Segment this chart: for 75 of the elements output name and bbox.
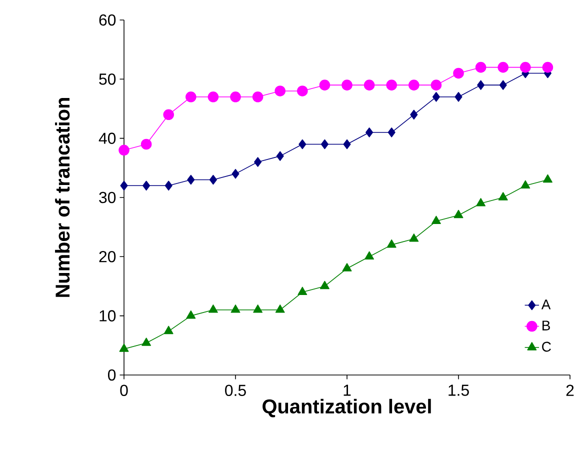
point (209, 174, 217, 185)
y-tick-label: 0 (108, 369, 116, 381)
point (320, 139, 328, 150)
point (342, 80, 352, 90)
point (320, 280, 330, 290)
point (140, 138, 152, 150)
point (476, 198, 486, 206)
point (163, 109, 174, 120)
y-tick-label: 30 (99, 192, 116, 204)
point (208, 304, 218, 313)
point (386, 80, 398, 90)
point (520, 62, 531, 73)
point (120, 180, 128, 191)
point (142, 338, 152, 346)
point (319, 80, 330, 90)
point (276, 151, 284, 161)
x-tick-label: 1.5 (448, 384, 469, 396)
point (475, 62, 486, 73)
point (186, 310, 196, 319)
point (542, 174, 552, 183)
point (275, 304, 285, 313)
point (230, 304, 240, 313)
legend-label: C (542, 342, 551, 352)
x-tick-label: 0 (120, 384, 128, 396)
point (298, 286, 308, 296)
point (364, 80, 375, 90)
point (366, 128, 374, 138)
point (432, 92, 440, 102)
point (388, 128, 396, 138)
point (298, 139, 306, 150)
point (164, 326, 174, 334)
point (187, 174, 195, 185)
legend-label: A (541, 300, 551, 310)
x-tick-label: 1 (344, 384, 351, 396)
point (252, 92, 264, 102)
point (253, 304, 263, 313)
x-tick-label: 0.5 (225, 384, 246, 396)
y-axis-title: Number of trancation (55, 98, 70, 297)
point (520, 180, 530, 189)
point (431, 216, 441, 224)
point (343, 139, 351, 150)
point (410, 110, 418, 120)
point (297, 86, 308, 96)
x-tick-label: 2 (566, 384, 574, 396)
y-tick-label: 60 (99, 14, 116, 26)
point (499, 80, 507, 90)
point (454, 210, 464, 218)
y-tick-label: 10 (100, 310, 116, 322)
point (408, 80, 420, 90)
point (208, 92, 219, 102)
point (453, 68, 464, 79)
y-tick-label: 50 (99, 74, 116, 85)
y-tick-label: 40 (98, 132, 116, 144)
point (119, 344, 129, 352)
y-tick-label: 20 (99, 251, 116, 262)
point (364, 251, 374, 260)
point (430, 80, 442, 90)
point (409, 234, 419, 242)
point (164, 180, 172, 191)
point (498, 62, 509, 73)
point (254, 157, 262, 167)
point (142, 180, 150, 191)
point (186, 92, 196, 102)
point (498, 192, 508, 200)
point (386, 239, 396, 248)
point (118, 144, 130, 156)
point (342, 263, 352, 272)
point (477, 80, 485, 90)
point (230, 92, 241, 102)
x-axis-title: Quantization level (262, 398, 431, 418)
legend-label: B (542, 320, 550, 330)
point (542, 62, 554, 73)
point (454, 92, 462, 102)
point (274, 86, 286, 96)
point (232, 168, 240, 179)
